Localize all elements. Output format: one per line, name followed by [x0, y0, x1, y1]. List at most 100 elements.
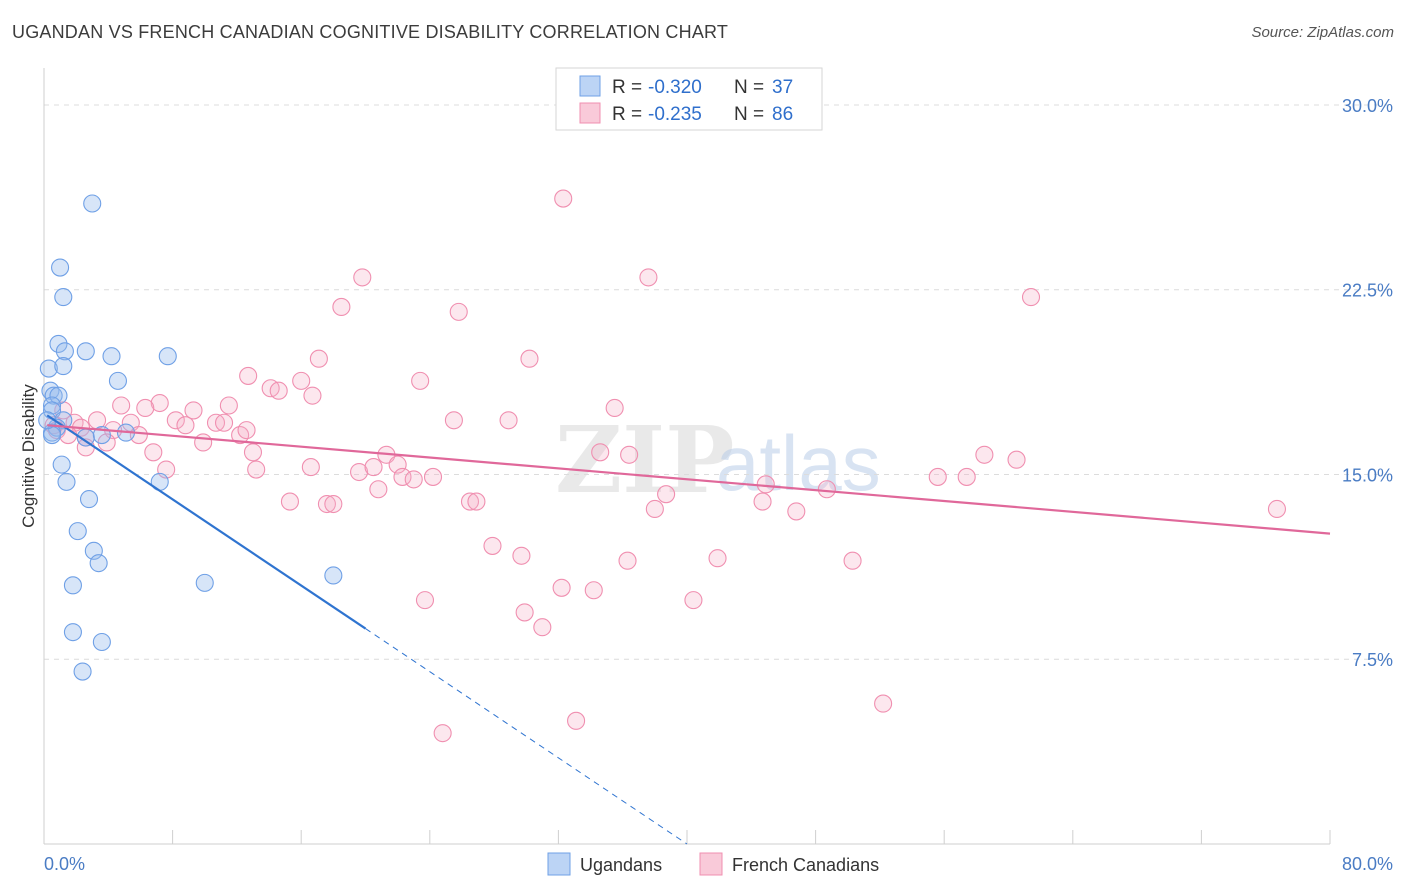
data-point [520, 349, 539, 368]
data-point [657, 485, 676, 504]
data-point [52, 455, 71, 474]
data-point [1007, 450, 1026, 469]
data-point [411, 371, 430, 390]
legend-box: R = -0.320 N = 37 R = -0.235 N = 86 [555, 67, 823, 131]
watermark-zip: ZIP [555, 406, 734, 514]
data-point [444, 411, 463, 430]
bottom-legend-swatch-french-canadians [699, 852, 723, 876]
x-tick-label-min: 0.0% [44, 854, 85, 874]
legend-n-value-ugandans: 37 [772, 77, 793, 98]
data-point [214, 413, 234, 432]
data-point [112, 396, 131, 415]
data-point [567, 711, 586, 730]
data-point [787, 502, 806, 521]
legend-swatch-ugandans [579, 75, 601, 97]
data-point [404, 470, 423, 489]
data-point [237, 421, 256, 440]
data-point [975, 445, 994, 464]
data-point [591, 443, 610, 462]
legend-n-value-french-canadians: 86 [772, 104, 793, 125]
data-point [1021, 288, 1041, 307]
legend-n-label-2: N = [734, 104, 764, 125]
data-point [42, 396, 62, 415]
data-point [460, 492, 480, 511]
data-point [76, 342, 95, 361]
data-point [184, 401, 203, 420]
data-point [280, 492, 299, 511]
y-tick-labels: 30.0% 22.5% 15.0% 7.5% [1342, 96, 1393, 670]
data-point [928, 467, 947, 486]
data-point [483, 536, 502, 555]
data-point [243, 443, 263, 462]
data-point [554, 189, 573, 208]
data-point [449, 302, 468, 321]
data-point [49, 334, 68, 353]
y-axis-title: Cognitive Disability [19, 384, 38, 528]
data-point [158, 347, 177, 366]
data-point [874, 694, 893, 713]
data-point [39, 359, 58, 378]
bottom-legend-label-french-canadians: French Canadians [732, 855, 879, 875]
data-point [393, 467, 412, 486]
y-tick-label: 22.5% [1342, 281, 1393, 301]
data-point [68, 522, 87, 541]
data-point [364, 458, 383, 477]
x-ticks [172, 830, 1331, 844]
data-point [415, 591, 435, 610]
legend-r-value-french-canadians: -0.235 [648, 104, 702, 125]
data-point [89, 554, 108, 573]
data-point [219, 396, 238, 415]
data-point [309, 349, 328, 368]
ugandans-trend-line [46, 414, 367, 630]
data-point [817, 480, 836, 499]
data-point [239, 366, 258, 385]
data-point [102, 347, 121, 366]
data-point [1267, 499, 1287, 519]
legend-n-label-1: N = [734, 77, 764, 98]
y-tick-label: 15.0% [1342, 465, 1393, 485]
data-point [533, 618, 552, 637]
data-point [194, 433, 213, 452]
data-point [195, 573, 214, 592]
data-point [499, 411, 518, 430]
data-point [467, 492, 486, 511]
data-point [512, 546, 531, 565]
french-canadians-trend-line [47, 424, 1331, 535]
legend-r-value-ugandans: -0.320 [648, 77, 702, 98]
data-point [552, 578, 571, 597]
data-point [324, 566, 343, 585]
data-point [684, 591, 703, 610]
data-point [317, 494, 336, 514]
data-point [63, 576, 82, 595]
data-point [639, 268, 658, 287]
data-point [51, 258, 70, 277]
data-point [108, 371, 127, 390]
data-point [584, 581, 603, 600]
data-point [332, 297, 351, 317]
data-point [63, 623, 82, 642]
data-point [350, 462, 369, 482]
y-tick-label: 7.5% [1352, 650, 1393, 670]
data-point [176, 416, 195, 435]
data-point [57, 472, 76, 491]
x-tick-label-max: 80.0% [1342, 854, 1393, 874]
data-point [55, 342, 74, 361]
data-point [708, 549, 727, 568]
data-point [136, 398, 155, 418]
legend-r-label-1: R = [612, 77, 642, 98]
data-point [144, 443, 163, 462]
data-point [353, 268, 372, 287]
bottom-legend: Ugandans French Canadians [547, 852, 879, 876]
data-point [269, 381, 288, 400]
data-point [433, 724, 452, 743]
data-point [645, 499, 664, 519]
legend-r-label-2: R = [612, 104, 642, 125]
data-point [957, 467, 976, 486]
data-point [247, 460, 266, 479]
data-point [150, 393, 169, 413]
data-point [753, 492, 772, 511]
data-point [423, 467, 443, 486]
data-point [301, 458, 320, 477]
data-point [620, 445, 639, 464]
